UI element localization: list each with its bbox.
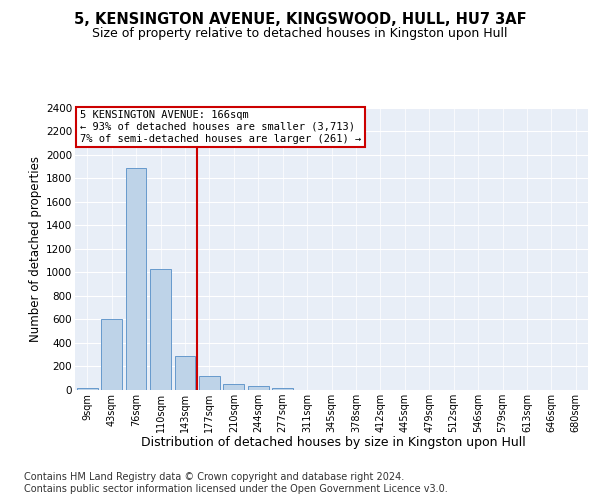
Bar — [101, 320, 122, 390]
Bar — [199, 376, 220, 390]
Bar — [150, 269, 171, 390]
Text: Distribution of detached houses by size in Kingston upon Hull: Distribution of detached houses by size … — [140, 436, 526, 449]
Text: Contains HM Land Registry data © Crown copyright and database right 2024.
Contai: Contains HM Land Registry data © Crown c… — [24, 472, 448, 494]
Bar — [175, 356, 196, 390]
Bar — [77, 388, 98, 390]
Bar — [272, 388, 293, 390]
Text: Size of property relative to detached houses in Kingston upon Hull: Size of property relative to detached ho… — [92, 28, 508, 40]
Text: 5, KENSINGTON AVENUE, KINGSWOOD, HULL, HU7 3AF: 5, KENSINGTON AVENUE, KINGSWOOD, HULL, H… — [74, 12, 526, 28]
Bar — [223, 384, 244, 390]
Bar — [125, 168, 146, 390]
Bar — [248, 386, 269, 390]
Y-axis label: Number of detached properties: Number of detached properties — [29, 156, 42, 342]
Text: 5 KENSINGTON AVENUE: 166sqm
← 93% of detached houses are smaller (3,713)
7% of s: 5 KENSINGTON AVENUE: 166sqm ← 93% of det… — [80, 110, 361, 144]
